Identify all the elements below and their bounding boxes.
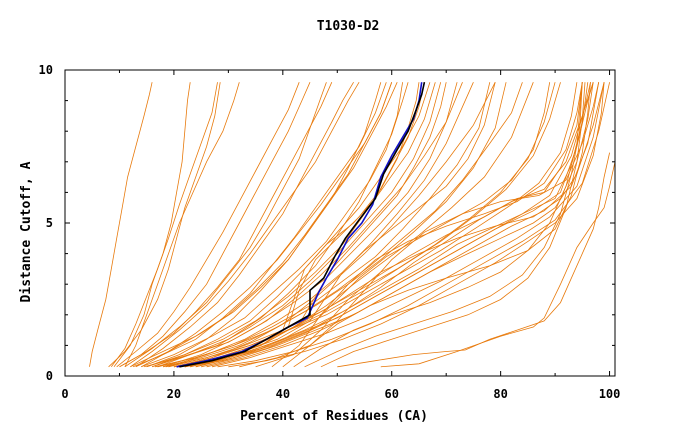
model-series-line: [201, 82, 605, 368]
model-series-line: [116, 82, 300, 368]
y-tick-label: 0: [46, 369, 53, 383]
model-series-line: [119, 82, 311, 368]
model-series-line: [380, 161, 616, 368]
model-series-line: [135, 81, 354, 368]
model-series-line: [337, 152, 610, 368]
highlight-series-line-black: [179, 82, 426, 368]
model-series-line: [239, 82, 600, 368]
model-series-line: [179, 82, 589, 368]
model-series-line: [173, 82, 496, 368]
model-series-line: [135, 82, 382, 368]
model-series-line: [195, 82, 594, 368]
model-series-line: [151, 82, 458, 368]
model-series-line: [293, 82, 583, 368]
x-tick-label: 0: [61, 387, 68, 401]
model-series-line: [141, 82, 403, 368]
model-series-line: [304, 82, 583, 368]
model-series-line: [282, 82, 591, 368]
model-series-line: [108, 82, 221, 368]
model-series-line: [206, 82, 600, 368]
model-series-line: [211, 82, 605, 368]
model-series-line: [190, 82, 496, 368]
model-series-line: [143, 82, 442, 368]
model-series-line: [228, 82, 605, 368]
model-series-line: [154, 82, 523, 368]
series-layer: [89, 81, 616, 368]
ticks-layer: 0 20 40 60 80 100 0 5 10: [39, 63, 621, 401]
x-tick-label: 20: [167, 387, 181, 401]
x-tick-label: 40: [276, 387, 290, 401]
x-tick-label: 100: [599, 387, 621, 401]
model-series-line: [320, 82, 586, 368]
x-axis-label: Percent of Residues (CA): [240, 409, 428, 424]
model-series-line: [165, 82, 578, 368]
model-series-line: [124, 82, 240, 367]
model-series-line: [184, 82, 447, 368]
model-series-line: [119, 82, 333, 368]
model-series-line: [130, 82, 393, 368]
model-series-line: [132, 82, 387, 368]
model-series-line: [113, 82, 191, 368]
model-series-line: [184, 82, 594, 368]
x-tick-label: 60: [385, 387, 399, 401]
model-series-line: [130, 81, 360, 368]
model-series-line: [89, 82, 153, 367]
model-series-line: [162, 82, 463, 368]
model-series-line: [124, 82, 327, 368]
model-series-line: [195, 82, 551, 368]
model-series-line: [168, 82, 556, 368]
model-series-line: [110, 82, 218, 368]
model-series-line: [271, 82, 583, 368]
chart-title: T1030-D2: [317, 19, 380, 34]
x-tick-label: 80: [493, 387, 507, 401]
model-series-line: [146, 82, 436, 368]
y-tick-label: 10: [39, 63, 53, 77]
model-series-line: [157, 82, 409, 368]
y-tick-label: 5: [46, 216, 53, 230]
y-axis-label: Distance Cutoff, A: [19, 161, 34, 302]
